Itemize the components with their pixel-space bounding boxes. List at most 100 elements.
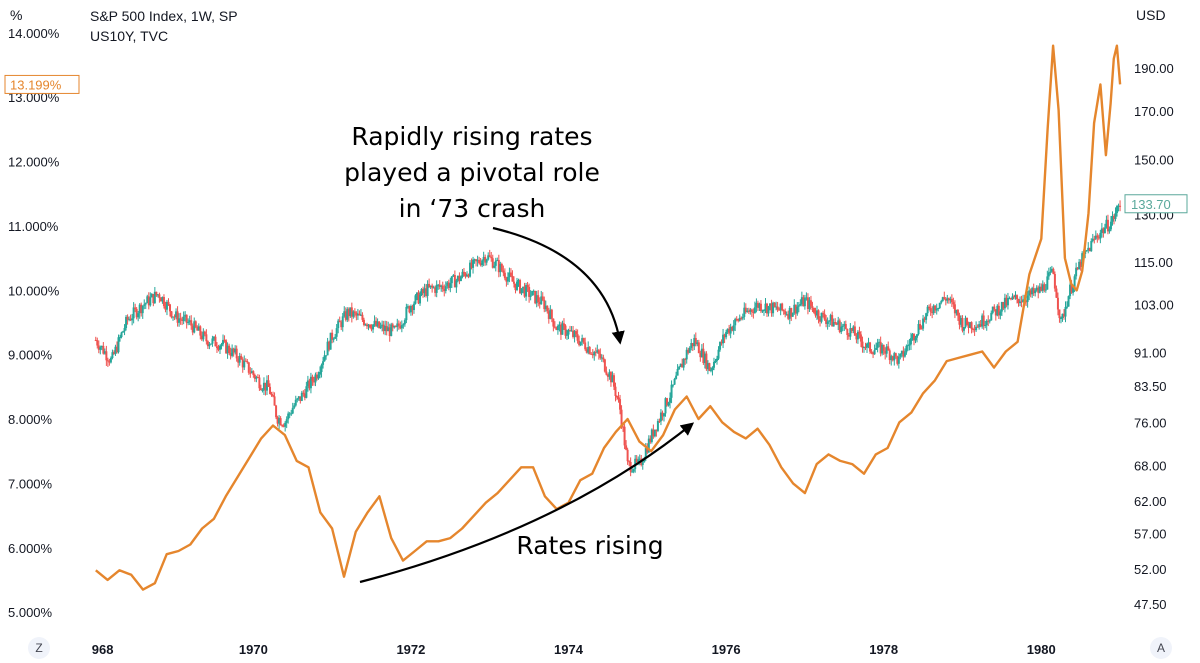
sp500-candle	[1119, 205, 1122, 207]
sp500-candle	[1112, 215, 1115, 219]
sp500-candle	[415, 292, 418, 296]
series-legend-sp500[interactable]: S&P 500 Index, 1W, SP	[90, 8, 238, 24]
sp500-candle	[625, 445, 628, 450]
sp500-candle	[382, 324, 385, 331]
right-axis-tick: 57.00	[1134, 527, 1167, 542]
sp500-candle	[923, 318, 926, 320]
sp500-candle	[964, 317, 967, 328]
sp500-candle	[667, 402, 670, 406]
sp500-candle	[156, 294, 159, 296]
sp500-candle	[661, 412, 664, 417]
sp500-candle	[740, 317, 743, 319]
sp500-candle	[790, 307, 793, 317]
sp500-candle	[1046, 276, 1049, 290]
sp500-candle	[99, 347, 102, 350]
sp500-candle	[353, 311, 356, 313]
sp500-candle	[975, 326, 978, 331]
sp500-candle	[716, 358, 719, 361]
sp500-candle	[791, 312, 794, 317]
sp500-candle	[755, 302, 758, 308]
sp500-candle	[114, 346, 117, 354]
sp500-candle	[409, 306, 412, 313]
sp500-candle	[400, 325, 403, 329]
sp500-candle	[1069, 284, 1072, 297]
auto-scale-right-button[interactable]: A	[1150, 637, 1172, 659]
sp500-candle	[673, 378, 676, 385]
sp500-candle	[123, 328, 126, 332]
sp500-candle	[899, 354, 902, 357]
sp500-candle	[212, 336, 215, 339]
sp500-candle	[761, 310, 764, 312]
sp500-candle	[620, 409, 623, 427]
sp500-candle	[235, 348, 238, 359]
sp500-candle	[431, 285, 434, 288]
sp500-candle	[112, 352, 115, 354]
sp500-candle	[182, 316, 185, 321]
sp500-candle	[581, 338, 584, 342]
sp500-candle	[125, 316, 128, 329]
sp500-candle	[347, 309, 350, 317]
sp500-candle	[591, 353, 594, 356]
sp500-candle	[752, 311, 755, 313]
sp500-candle	[317, 374, 320, 379]
sp500-candle	[1011, 296, 1014, 300]
sp500-candle	[819, 318, 822, 322]
sp500-candle	[675, 375, 678, 379]
sp500-candle	[496, 260, 499, 262]
sp500-candle	[219, 345, 222, 350]
sp500-candle	[717, 349, 720, 359]
sp500-candle	[449, 283, 452, 288]
sp500-candle	[399, 325, 402, 329]
sp500-candle	[164, 306, 167, 310]
sp500-candle	[390, 324, 393, 337]
x-axis-tick: 1974	[554, 642, 584, 657]
sp500-candle	[420, 289, 423, 296]
sp500-candle	[773, 302, 776, 307]
sp500-candle	[590, 353, 593, 355]
sp500-candle	[359, 314, 362, 316]
sp500-candle	[365, 324, 368, 327]
sp500-candle	[1088, 247, 1091, 252]
right-axis-tick: 103.00	[1134, 298, 1174, 313]
sp500-candle	[291, 407, 294, 414]
sp500-candle	[556, 325, 559, 331]
auto-scale-left-button[interactable]: Z	[28, 637, 50, 659]
sp500-candle	[408, 306, 411, 313]
sp500-candle	[982, 315, 985, 326]
sp500-candle	[984, 325, 987, 327]
sp500-candle	[970, 322, 973, 329]
sp500-candle	[303, 393, 306, 398]
sp500-candle	[505, 278, 508, 282]
sp500-candle	[515, 281, 518, 291]
sp500-candle	[332, 338, 335, 340]
sp500-candle	[578, 340, 581, 346]
sp500-candle	[1066, 306, 1069, 308]
sp500-candle	[455, 280, 458, 288]
sp500-candle	[712, 361, 715, 368]
series-legend-us10y[interactable]: US10Y, TVC	[90, 28, 169, 44]
annotation-crash-text: played a pivotal role	[344, 158, 600, 187]
sp500-candle	[597, 350, 600, 354]
sp500-candle	[281, 425, 284, 427]
sp500-candle	[881, 344, 884, 354]
sp500-candle	[482, 256, 485, 261]
sp500-candle	[864, 347, 867, 349]
sp500-candle	[953, 304, 956, 314]
sp500-candle	[102, 345, 105, 354]
sp500-candle	[312, 381, 315, 383]
sp500-candle	[1050, 268, 1053, 272]
sp500-candle	[337, 320, 340, 329]
left-axis-tick: 6.000%	[8, 541, 53, 556]
sp500-candle	[682, 358, 685, 368]
sp500-candle	[179, 318, 182, 320]
sp500-candle	[1006, 298, 1009, 306]
sp500-candle	[440, 285, 443, 287]
sp500-candle	[873, 349, 876, 355]
sp500-candle	[435, 284, 438, 293]
sp500-candle	[115, 346, 118, 353]
sp500-candle	[350, 307, 353, 317]
sp500-candle	[203, 331, 206, 335]
sp500-candle	[841, 325, 844, 327]
sp500-candle	[538, 301, 541, 305]
